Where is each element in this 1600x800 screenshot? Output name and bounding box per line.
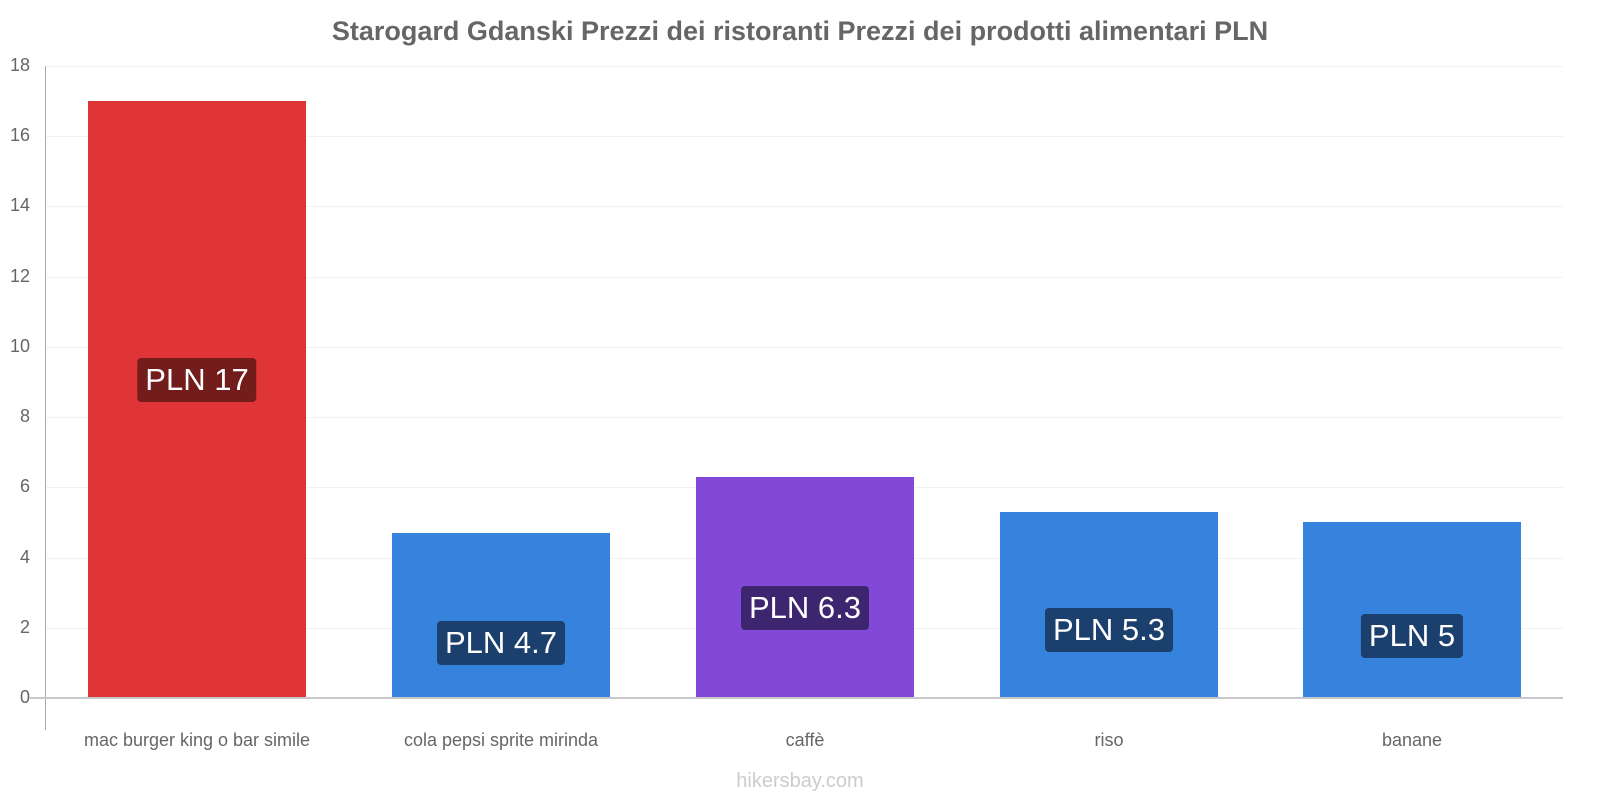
y-tick-label: 4 <box>19 546 30 567</box>
bar[interactable] <box>1303 522 1521 698</box>
gridline <box>46 136 1563 138</box>
y-tick-label: 8 <box>19 406 30 427</box>
y-tick-label: 12 <box>9 265 30 286</box>
watermark: hikersbay.com <box>736 770 864 792</box>
chart-title: Starogard Gdanski Prezzi dei ristoranti … <box>331 16 1269 46</box>
x-category-label: riso <box>1094 730 1124 750</box>
x-category-label: cola pepsi sprite mirinda <box>403 730 599 750</box>
gridline <box>46 276 1563 278</box>
gridline <box>46 66 1563 67</box>
y-tick-label: 18 <box>9 55 30 75</box>
y-tick-label: 2 <box>19 616 30 637</box>
y-tick-label: 6 <box>19 476 30 497</box>
y-axis-line <box>45 66 46 730</box>
bar-value-label: PLN 5.3 <box>1044 607 1174 652</box>
gridline <box>46 417 1563 419</box>
bar-value-label: PLN 4.7 <box>436 620 566 665</box>
bar[interactable] <box>1000 511 1218 698</box>
bar-value-label: PLN 6.3 <box>740 586 870 631</box>
x-category-label: banane <box>1381 730 1443 750</box>
bar-value-label: PLN 5 <box>1360 614 1464 659</box>
y-tick-label: 16 <box>9 125 30 146</box>
y-tick-label: 10 <box>9 335 30 356</box>
bar-value-label: PLN 17 <box>137 358 257 403</box>
y-tick-label: 0 <box>19 687 30 707</box>
bar[interactable] <box>392 532 610 698</box>
gridline <box>46 206 1563 208</box>
gridline <box>46 346 1563 348</box>
x-category-label: caffè <box>785 730 825 750</box>
y-tick-label: 14 <box>9 195 30 216</box>
x-axis-line <box>30 697 1563 699</box>
x-category-label: mac burger king o bar simile <box>83 730 311 750</box>
